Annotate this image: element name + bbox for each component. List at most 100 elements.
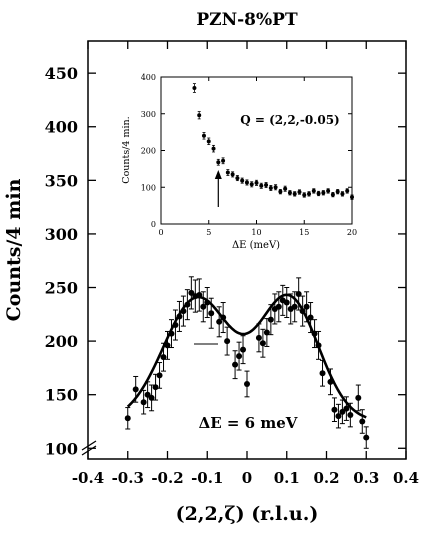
data-point [236,353,243,360]
inset-y-tick-label: 100 [141,183,156,192]
data-point [283,299,290,306]
data-point [216,318,223,325]
data-point [299,308,306,315]
data-point [208,310,215,317]
main-x-axis-label: (2,2,ζ) (r.l.u.) [176,503,319,525]
inset-arrow [214,170,222,207]
data-point [172,322,179,329]
inset-data-point [330,192,335,197]
x-tick-label: -0.1 [191,469,223,487]
data-point [224,338,231,345]
inset-data-point [268,185,273,190]
y-tick-label: 100 [45,439,78,458]
inset-x-tick-label: 0 [158,228,163,237]
data-point [140,399,147,406]
data-point [311,330,318,337]
y-tick-label: 450 [45,64,78,83]
data-point [188,289,195,296]
x-tick-label: 0 [242,469,252,487]
inset-data-point [297,190,302,195]
data-point [267,316,274,323]
inset-data-point [264,183,269,188]
data-point [184,301,191,308]
data-point [200,303,207,310]
inset-y-tick-label: 400 [141,73,156,82]
data-point [148,394,155,401]
main-data-points [124,276,370,449]
inset-x-axis-label: ΔE (meV) [232,240,280,251]
data-point [315,342,322,349]
data-point [363,434,370,441]
main-axis-break [81,440,97,456]
data-point [319,370,326,377]
x-tick-label: 0.2 [313,469,339,487]
main-x-ticks: -0.4 -0.3 -0.2 -0.1 0 0.1 0.2 0.3 0.4 [72,41,419,487]
data-point [327,378,334,385]
inset-data-point [192,86,197,91]
data-point [124,415,131,422]
inset-data-point [335,189,340,194]
inset-data-point [254,180,259,185]
inset-x-ticks: 0 5 10 15 20 [158,77,357,237]
inset-data-point [259,183,264,188]
inset-x-tick-label: 20 [347,228,357,237]
y-tick-label: 350 [45,171,78,190]
main-annotation: ΔE = 6 meV [199,414,298,432]
inset-data-point [302,192,307,197]
data-point [168,330,175,337]
data-point [164,342,171,349]
inset-data-point [249,182,254,187]
data-point [355,394,362,401]
data-point [359,418,366,425]
inset-y-tick-label: 300 [141,110,156,119]
inset-chart: ΔE (meV) Counts/4 min. 0 100 200 300 400 0 5 1… [121,73,357,251]
data-point [176,313,183,320]
inset-data-point [230,172,235,177]
inset-data-point [321,190,326,195]
data-point [232,361,239,368]
inset-x-tick-label: 15 [299,228,309,237]
y-tick-label: 150 [45,386,78,405]
data-point [331,406,338,413]
x-tick-label: 0.4 [393,469,419,487]
data-point [275,303,282,310]
inset-data-point [311,188,316,193]
inset-data-point [235,176,240,181]
data-point [152,384,159,391]
axis-break-mark [81,445,97,456]
data-point [156,372,163,379]
main-title: PZN-8%PT [196,10,298,30]
inset-annotation: Q = (2,2,-0.05) [240,113,339,127]
x-tick-label: -0.3 [112,469,144,487]
inset-data-point [283,186,288,191]
arrow-head [214,170,222,179]
inset-data-point [206,139,211,144]
data-point [244,380,250,387]
inset-data-point [278,189,283,194]
data-point [132,386,139,393]
inset-data-point [326,188,331,193]
inset-data-point [273,185,278,190]
axis-break-mark [81,440,97,451]
inset-data-point [307,191,312,196]
data-point [295,290,302,297]
y-tick-label: 250 [45,279,78,298]
inset-data-point [316,191,321,196]
inset-data-point [292,191,297,196]
inset-data-point [240,178,245,183]
data-point [204,299,211,306]
y-tick-label: 200 [45,332,78,351]
data-point [303,303,310,310]
data-point [307,314,314,321]
inset-data-point [225,170,230,175]
inset-data-point [244,180,249,185]
inset-data-point [197,113,202,118]
data-point [160,354,167,361]
data-point [240,346,247,353]
data-point [220,314,227,321]
inset-data-point [350,195,354,200]
data-point [343,405,350,412]
data-point [255,334,262,341]
data-point [347,412,354,419]
